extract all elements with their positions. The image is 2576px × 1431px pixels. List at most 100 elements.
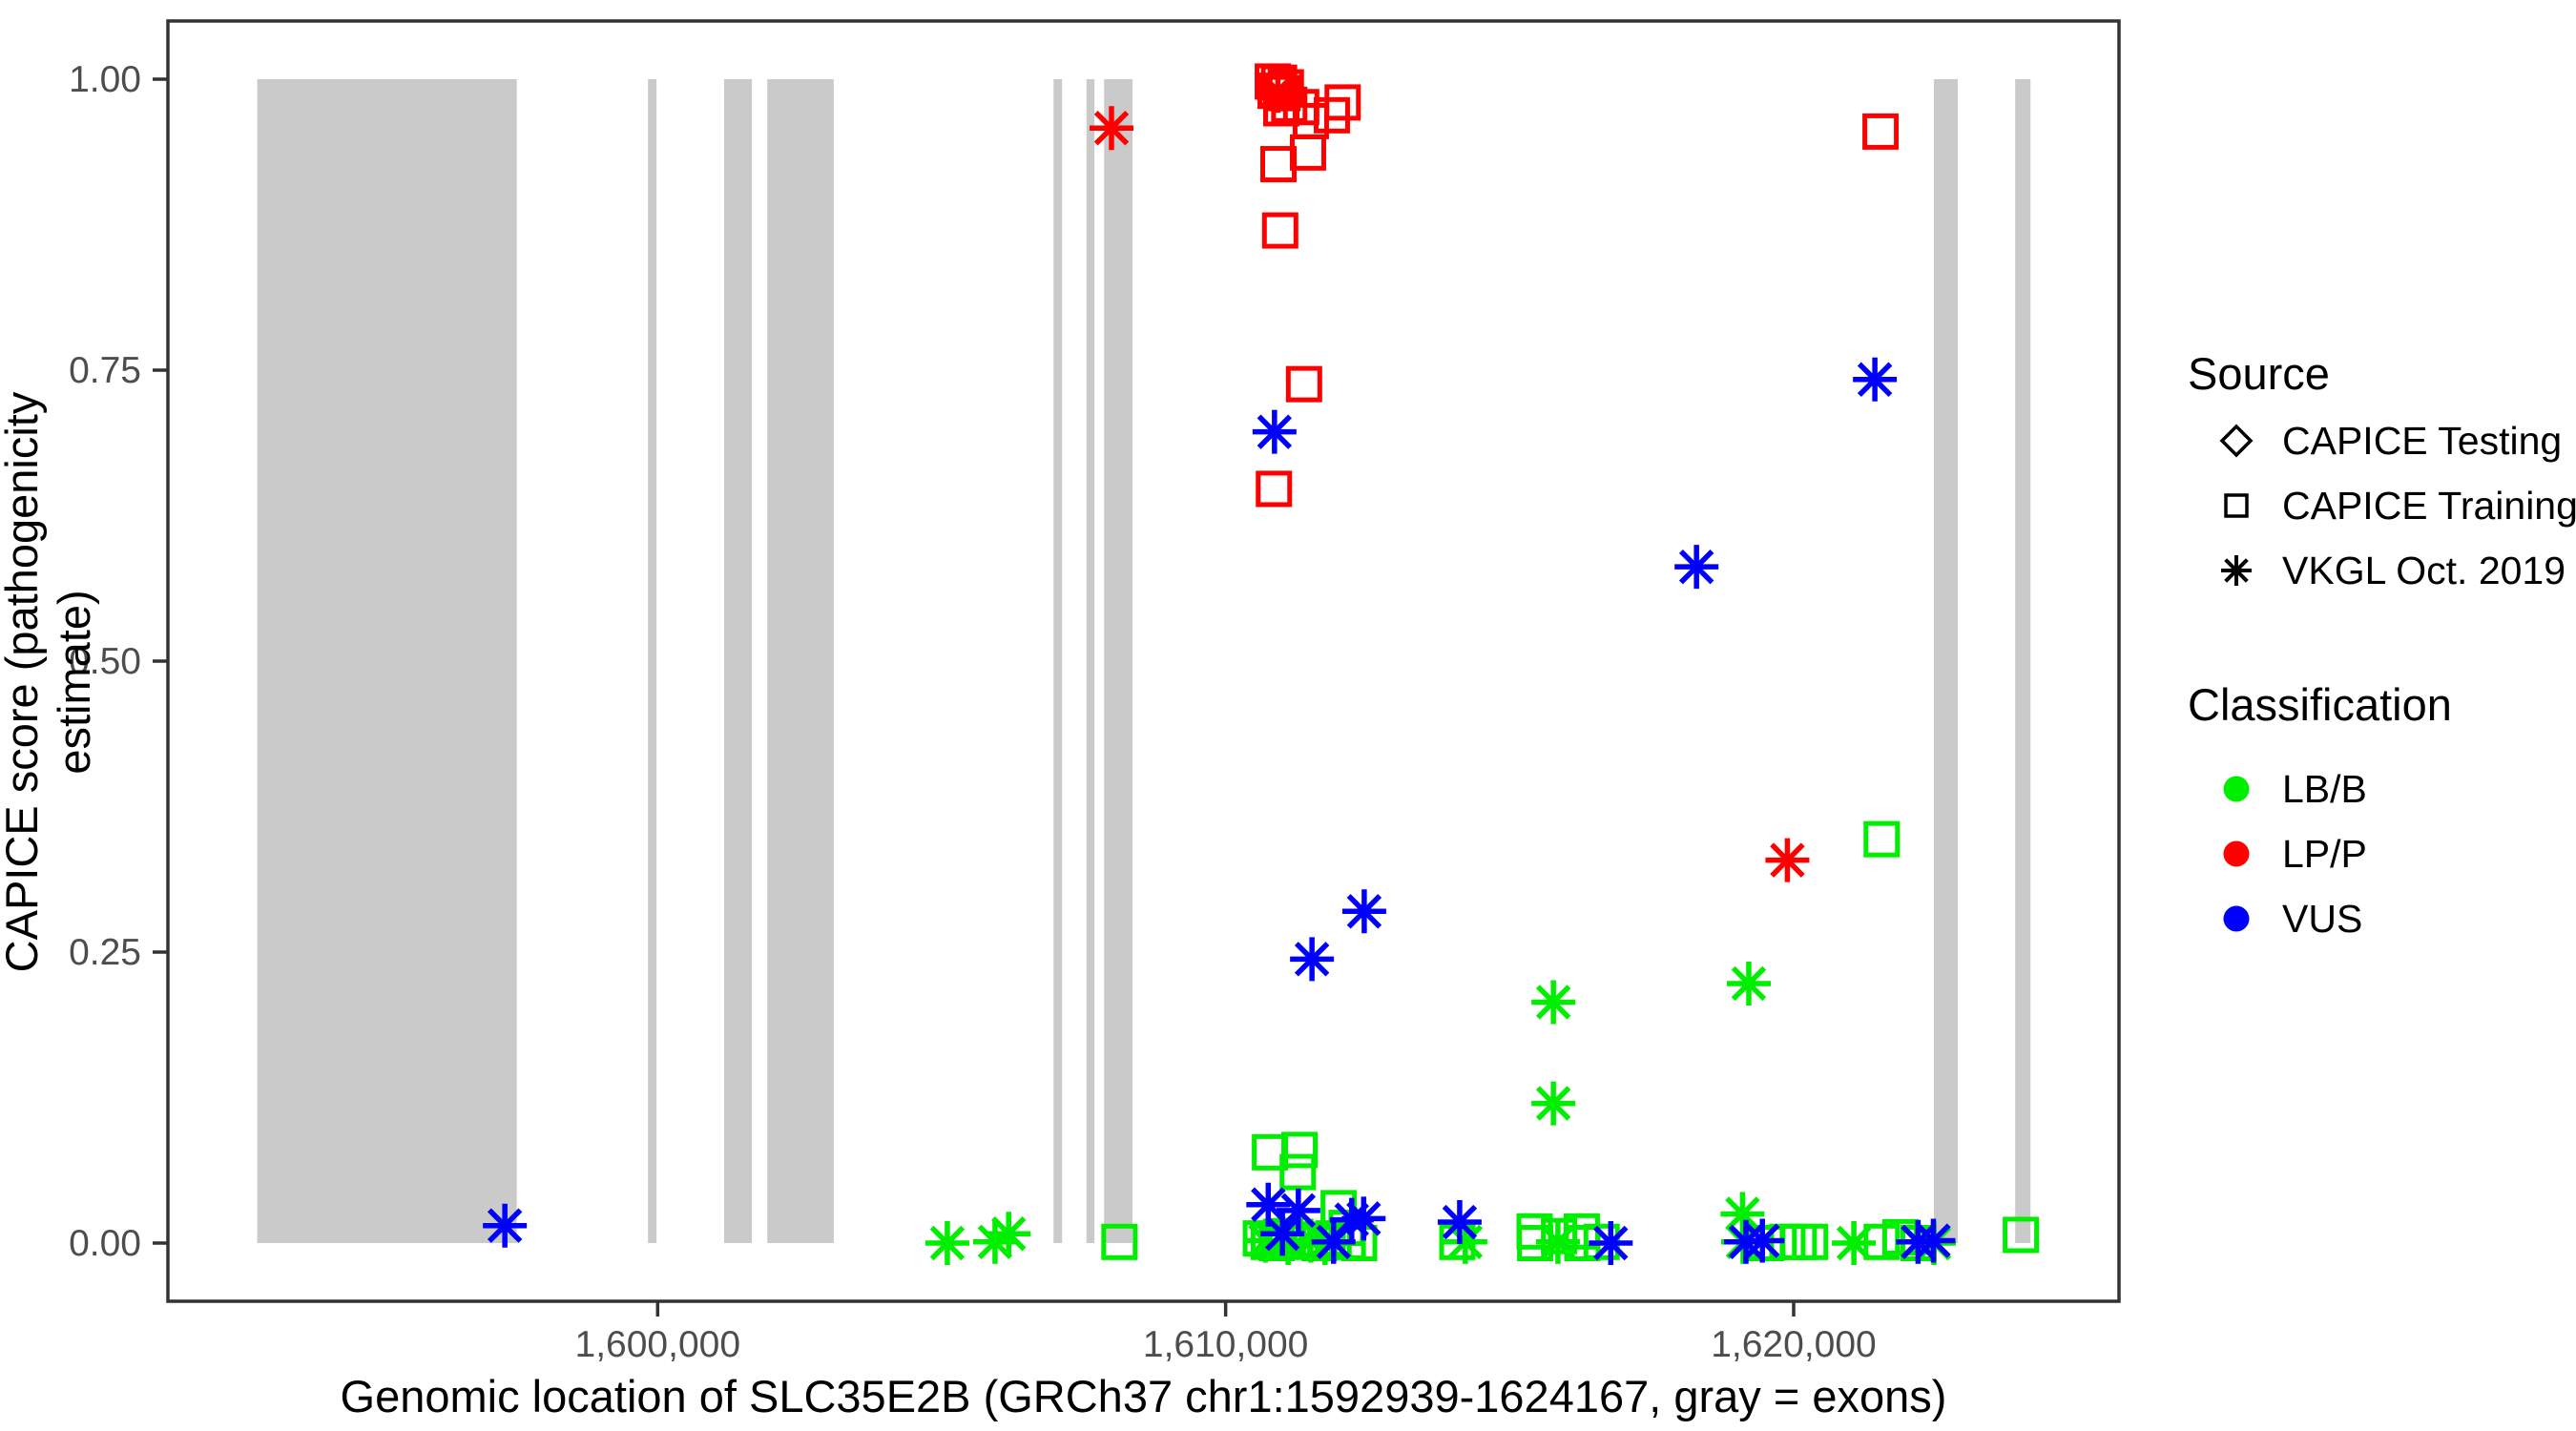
- legend-source-key-square: [2224, 493, 2249, 518]
- marker-asterisk: [1437, 1200, 1482, 1245]
- marker-asterisk: [1911, 1218, 1956, 1263]
- asterisk-spoke: [1442, 1204, 1478, 1240]
- marker-asterisk: [1531, 980, 1576, 1025]
- asterisk-spoke: [1593, 1225, 1629, 1261]
- asterisk-spoke: [1260, 73, 1296, 109]
- y-tick-label: 0.25: [69, 932, 141, 973]
- marker-asterisk: [1674, 545, 1719, 590]
- marker-asterisk: [1290, 937, 1335, 982]
- asterisk-spoke: [1678, 549, 1714, 585]
- exon-bar: [2015, 79, 2031, 1243]
- legend-source-key-asterisk: [2221, 555, 2252, 586]
- x-tick-label: 1,620,000: [1711, 1324, 1877, 1365]
- marker-asterisk: [987, 1212, 1031, 1256]
- exon-bar: [767, 79, 834, 1243]
- asterisk-spoke: [1280, 1192, 1317, 1229]
- marker-asterisk: [1853, 357, 1898, 402]
- marker-asterisk: [1740, 1218, 1785, 1263]
- marker-square: [1281, 1131, 1319, 1169]
- asterisk-spoke: [1093, 111, 1130, 146]
- asterisk-spoke: [1916, 1223, 1951, 1258]
- legend-source-label: VKGL Oct. 2019: [2282, 549, 2566, 592]
- marker-asterisk: [1276, 1188, 1320, 1233]
- legend-classification-dot: [2223, 905, 2250, 932]
- legend-source-key-diamond: [2219, 424, 2254, 458]
- series-vus-asterisk: [483, 357, 1956, 1265]
- legend-classification-label: LP/P: [2282, 832, 2367, 876]
- marker-square: [1260, 146, 1298, 183]
- legend-classification-label: VUS: [2282, 897, 2362, 941]
- marker-asterisk: [2221, 555, 2252, 586]
- marker-square: [1313, 96, 1350, 134]
- marker-square: [1324, 84, 1361, 121]
- marker-square: [2003, 1216, 2040, 1254]
- marker-asterisk: [1311, 1219, 1356, 1264]
- marker-square: [1279, 1153, 1317, 1191]
- marker-square: [1863, 820, 1901, 858]
- exon-bar: [257, 79, 517, 1243]
- marker-asterisk: [1252, 409, 1297, 454]
- marker-asterisk: [1589, 1221, 1633, 1265]
- asterisk-spoke: [1316, 1224, 1351, 1259]
- marker-asterisk: [1765, 838, 1810, 882]
- asterisk-spoke: [1770, 842, 1805, 878]
- asterisk-spoke: [1857, 362, 1893, 397]
- marker-asterisk: [1535, 1219, 1580, 1264]
- asterisk-spoke: [1294, 942, 1330, 977]
- asterisk-spoke: [1264, 1216, 1300, 1252]
- x-tick-label: 1,610,000: [1143, 1324, 1309, 1365]
- asterisk-spoke: [487, 1208, 523, 1243]
- y-tick-label: 0.50: [69, 641, 141, 682]
- asterisk-spoke: [1251, 1187, 1286, 1222]
- asterisk-spoke: [1731, 965, 1767, 1002]
- marker-asterisk: [1726, 961, 1771, 1006]
- marker-asterisk: [1832, 1221, 1877, 1265]
- y-axis-title: CAPICE score (pathogenicity estimate): [0, 391, 99, 973]
- marker-square: [2224, 493, 2249, 518]
- series-lpp-square: [1255, 63, 1900, 508]
- marker-square: [1256, 470, 1293, 508]
- legend-classification-title: Classification: [2188, 679, 2452, 730]
- marker-asterisk: [924, 1221, 969, 1265]
- exon-bar: [1104, 79, 1133, 1243]
- marker-asterisk: [1341, 889, 1386, 934]
- marker-asterisk: [1531, 1081, 1576, 1126]
- asterisk-spoke: [1257, 414, 1293, 449]
- asterisk-spoke: [1346, 1201, 1381, 1236]
- marker-asterisk: [1089, 106, 1133, 151]
- legend-classification-dot: [2223, 840, 2250, 867]
- exon-bar: [1086, 79, 1095, 1243]
- series-lpp-asterisk: [1089, 69, 1810, 882]
- exon-bar: [723, 79, 753, 1243]
- marker-asterisk: [483, 1203, 528, 1248]
- asterisk-spoke: [2224, 558, 2249, 583]
- y-tick-label: 0.00: [69, 1223, 141, 1264]
- legend-source-label: CAPICE Testing: [2282, 419, 2562, 463]
- asterisk-spoke: [1535, 985, 1571, 1020]
- exon-bar: [1934, 79, 1959, 1243]
- y-tick-label: 0.75: [69, 350, 141, 391]
- marker-asterisk: [1246, 1182, 1291, 1227]
- legend-source-title: Source: [2188, 348, 2330, 399]
- asterisk-spoke: [1725, 1196, 1760, 1232]
- x-tick-label: 1,600,000: [575, 1324, 741, 1365]
- marker-asterisk: [1260, 1212, 1305, 1256]
- legend-classification-label: LB/B: [2282, 767, 2367, 811]
- asterisk-spoke: [1447, 1224, 1484, 1259]
- marker-square: [1261, 212, 1298, 249]
- exon-bar: [648, 79, 657, 1243]
- legend-classification-dot: [2223, 776, 2250, 802]
- asterisk-spoke: [991, 1216, 1027, 1252]
- asterisk-spoke: [1836, 1225, 1872, 1261]
- y-tick-label: 1.00: [69, 59, 141, 100]
- marker-square: [1285, 365, 1322, 403]
- marker-diamond: [2219, 424, 2254, 458]
- x-axis-title: Genomic location of SLC35E2B (GRCh37 chr…: [340, 1371, 1947, 1421]
- marker-square: [1862, 113, 1900, 150]
- exon-bar: [1053, 79, 1063, 1243]
- marker-asterisk: [1256, 69, 1300, 114]
- asterisk-spoke: [929, 1225, 966, 1261]
- asterisk-spoke: [1745, 1223, 1780, 1258]
